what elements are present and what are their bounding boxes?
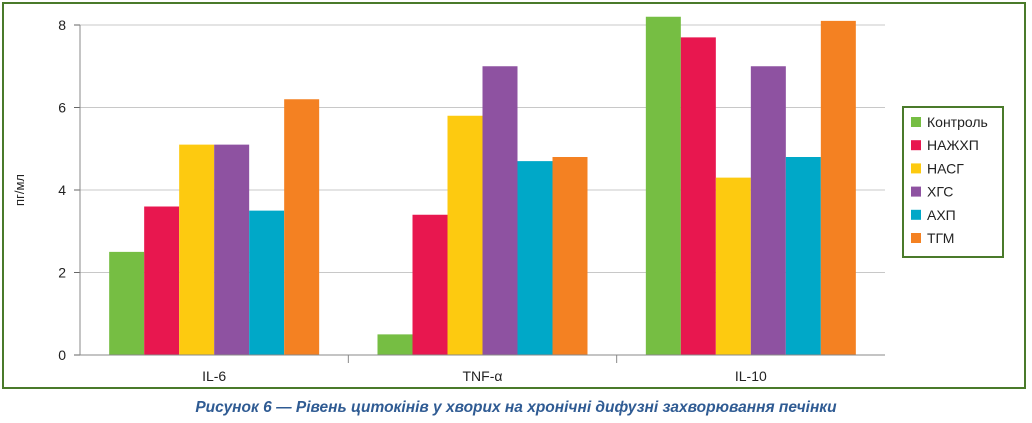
legend-label: ТГМ <box>927 230 954 246</box>
bar-TNF-α-ХГС <box>482 66 518 355</box>
figure-caption: Рисунок 6 — Рівень цитокінів у хворих на… <box>195 399 837 416</box>
y-tick-label: 4 <box>58 182 66 198</box>
legend-swatch <box>911 140 921 151</box>
legend-label: НАСГ <box>927 160 964 176</box>
bar-TNF-α-АХП <box>517 161 553 355</box>
legend-box <box>902 106 1004 258</box>
bar-TNF-α-НАСГ <box>447 115 483 355</box>
x-tick-label: IL-6 <box>202 368 226 384</box>
bar-IL-6-НАСГ <box>179 144 215 355</box>
legend-label: ХГС <box>927 184 953 200</box>
bar-IL-10-АХП <box>785 157 821 355</box>
bar-IL-6-НАЖХП <box>144 206 180 355</box>
legend-swatch <box>911 186 921 197</box>
bar-chart: 0 2 4 6 8 пг/мл IL-6 TNF-α IL-10 Контроль НАЖХП НА… <box>12 16 1004 384</box>
y-tick-label: 6 <box>58 100 66 116</box>
y-axis-title: пг/мл <box>12 174 27 206</box>
legend-label: АХП <box>927 207 956 223</box>
legend-label: Контроль <box>927 114 988 130</box>
y-tick-label: 2 <box>58 265 66 281</box>
bar-TNF-α-НАЖХП <box>412 214 448 355</box>
bar-IL-6-ТГМ <box>284 99 320 355</box>
legend-label: НАЖХП <box>927 137 979 153</box>
bar-IL-6-Контроль <box>109 251 145 355</box>
legend: Контроль НАЖХП НАСГ ХГС АХП ТГМ <box>902 106 1004 258</box>
legend-swatch <box>911 233 921 243</box>
x-tick-label: IL-10 <box>735 368 767 384</box>
bar-IL-10-Контроль <box>645 16 681 355</box>
bar-IL-6-АХП <box>249 210 285 355</box>
legend-swatch <box>911 163 921 174</box>
y-tick-label: 0 <box>58 347 66 363</box>
bar-IL-10-ТГМ <box>820 20 856 355</box>
bars <box>109 16 856 355</box>
bar-IL-10-НАЖХП <box>680 37 716 355</box>
x-tick-label: TNF-α <box>463 368 503 384</box>
bar-TNF-α-Контроль <box>377 334 413 355</box>
legend-swatch <box>911 117 921 127</box>
bar-IL-10-НАСГ <box>715 177 751 355</box>
bar-IL-6-ХГС <box>214 144 250 355</box>
axes: 0 2 4 6 8 пг/мл IL-6 TNF-α IL-10 <box>12 17 885 384</box>
bar-IL-10-ХГС <box>750 66 786 355</box>
y-tick-label: 8 <box>58 17 66 33</box>
legend-swatch <box>911 209 921 220</box>
bar-TNF-α-ТГМ <box>552 157 588 355</box>
